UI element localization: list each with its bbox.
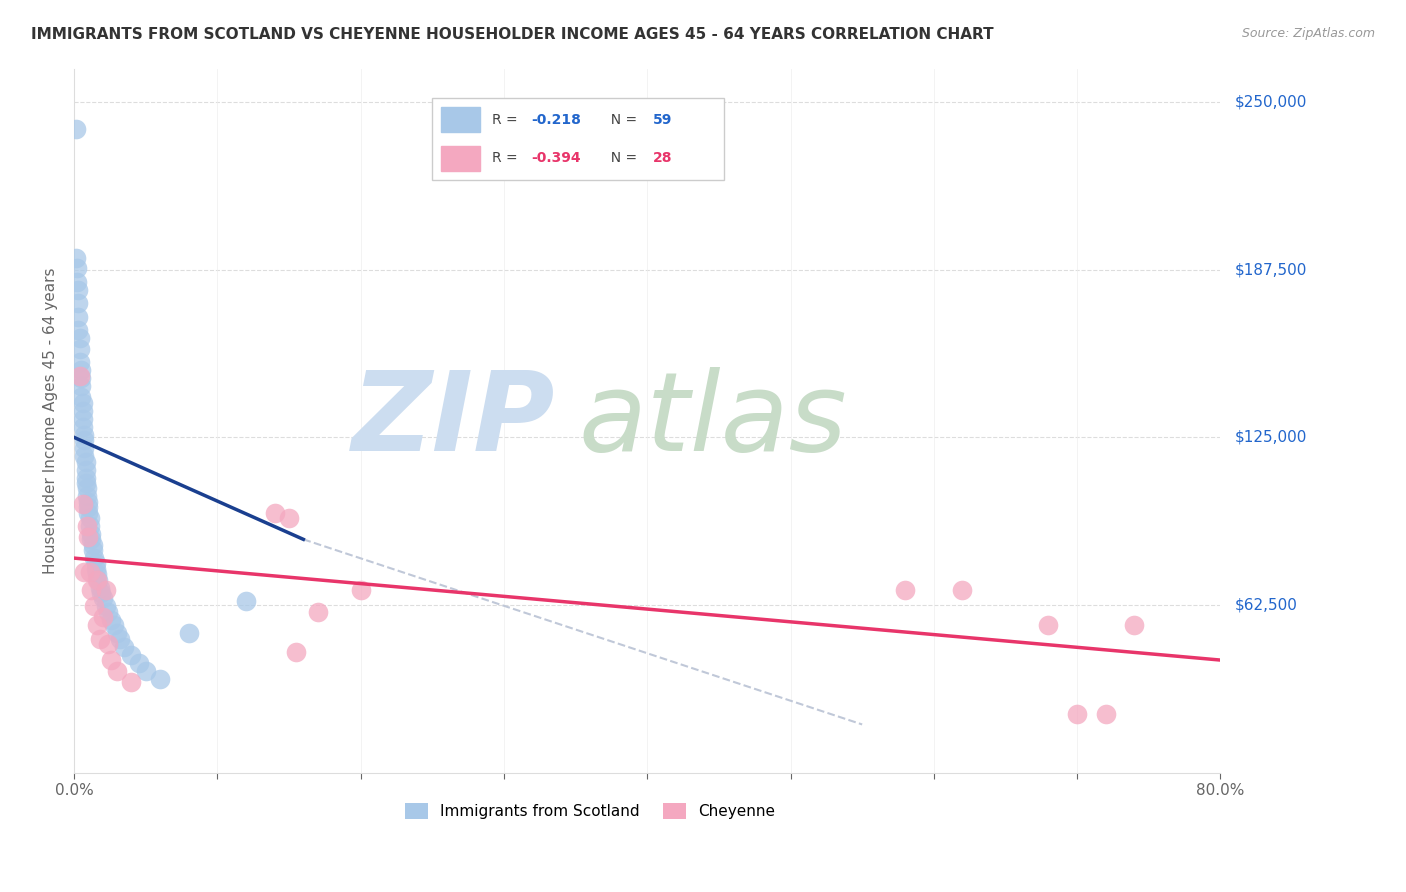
Point xyxy=(70,371,93,385)
Point xyxy=(73,449,96,463)
Point xyxy=(84,557,107,571)
Text: atlas: atlas xyxy=(578,368,846,475)
Point xyxy=(72,411,94,425)
Point xyxy=(120,674,142,689)
Point xyxy=(97,637,120,651)
Y-axis label: Householder Income Ages 45 - 64 years: Householder Income Ages 45 - 64 years xyxy=(44,268,58,574)
Point xyxy=(307,605,329,619)
Point xyxy=(79,519,101,533)
Point xyxy=(86,567,108,582)
Point xyxy=(73,427,96,442)
Point xyxy=(894,583,917,598)
Point xyxy=(76,490,98,504)
Point xyxy=(89,581,111,595)
Point xyxy=(1066,706,1088,721)
Point xyxy=(65,251,87,265)
Point xyxy=(72,395,94,409)
Point xyxy=(69,368,91,383)
Point xyxy=(80,527,103,541)
Point xyxy=(65,121,87,136)
Point xyxy=(67,296,90,310)
Point xyxy=(72,419,94,434)
Point xyxy=(100,613,122,627)
Point xyxy=(1094,706,1116,721)
Point xyxy=(263,506,285,520)
Point xyxy=(149,672,172,686)
Point xyxy=(76,481,98,495)
Point xyxy=(66,261,89,276)
Point xyxy=(1038,618,1060,632)
Point xyxy=(77,530,100,544)
Point xyxy=(97,605,120,619)
Point xyxy=(73,565,96,579)
Point xyxy=(80,533,103,547)
Point xyxy=(75,470,97,484)
Point xyxy=(79,511,101,525)
Point xyxy=(285,645,308,659)
Point xyxy=(91,591,114,606)
Point xyxy=(66,275,89,289)
Point xyxy=(72,498,94,512)
Point xyxy=(82,543,104,558)
Point xyxy=(75,454,97,468)
Text: Source: ZipAtlas.com: Source: ZipAtlas.com xyxy=(1241,27,1375,40)
Text: $125,000: $125,000 xyxy=(1234,430,1306,445)
Point xyxy=(69,342,91,356)
Point xyxy=(73,433,96,447)
Point xyxy=(112,640,135,654)
Point xyxy=(77,495,100,509)
Point xyxy=(350,583,373,598)
Point xyxy=(69,355,91,369)
Point xyxy=(87,573,110,587)
Point xyxy=(105,626,128,640)
Point xyxy=(80,583,103,598)
Point xyxy=(82,538,104,552)
Point xyxy=(86,618,108,632)
Point xyxy=(77,500,100,515)
Point xyxy=(89,632,111,646)
Point xyxy=(67,310,90,324)
Point xyxy=(105,664,128,678)
Point xyxy=(75,462,97,476)
Point xyxy=(86,573,108,587)
Point xyxy=(120,648,142,662)
Point xyxy=(79,565,101,579)
Point xyxy=(103,618,125,632)
Point xyxy=(1123,618,1146,632)
Text: IMMIGRANTS FROM SCOTLAND VS CHEYENNE HOUSEHOLDER INCOME AGES 45 - 64 YEARS CORRE: IMMIGRANTS FROM SCOTLAND VS CHEYENNE HOU… xyxy=(31,27,994,42)
Point xyxy=(70,363,93,377)
Text: $250,000: $250,000 xyxy=(1234,95,1306,110)
Text: $187,500: $187,500 xyxy=(1234,262,1306,277)
Point xyxy=(77,506,100,520)
Point xyxy=(177,626,200,640)
Point xyxy=(70,379,93,393)
Point xyxy=(278,511,301,525)
Point xyxy=(76,519,98,533)
Point xyxy=(128,656,150,670)
Legend: Immigrants from Scotland, Cheyenne: Immigrants from Scotland, Cheyenne xyxy=(399,797,780,825)
Point xyxy=(94,599,117,614)
Point xyxy=(75,475,97,490)
Point xyxy=(69,331,91,345)
Point xyxy=(90,586,112,600)
Point xyxy=(952,583,974,598)
Text: ZIP: ZIP xyxy=(352,368,555,475)
Point xyxy=(83,551,105,566)
Point xyxy=(70,390,93,404)
Point xyxy=(135,664,157,678)
Point xyxy=(67,283,90,297)
Point xyxy=(100,653,122,667)
Point xyxy=(83,599,105,614)
Point xyxy=(84,562,107,576)
Point xyxy=(94,583,117,598)
Point xyxy=(67,323,90,337)
Point xyxy=(91,610,114,624)
Point xyxy=(235,594,257,608)
Point xyxy=(72,403,94,417)
Point xyxy=(73,441,96,455)
Text: $62,500: $62,500 xyxy=(1234,598,1298,613)
Point xyxy=(108,632,131,646)
